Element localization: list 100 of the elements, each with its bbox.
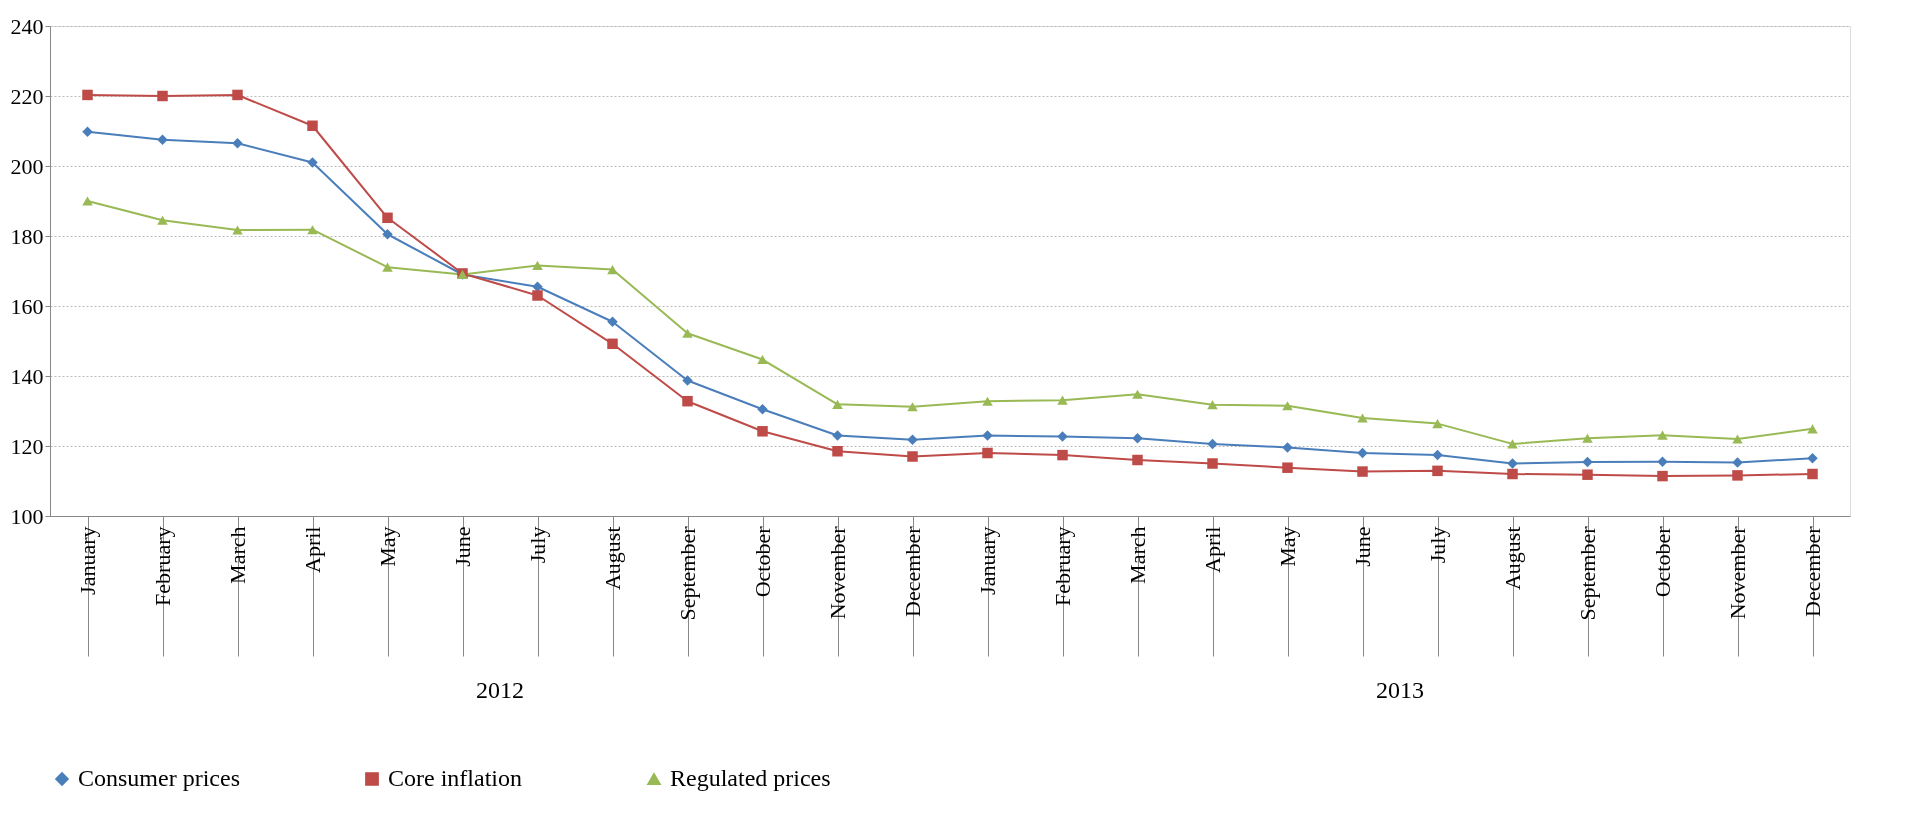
point (1057, 431, 1068, 442)
y-tick-label: 120 (10, 433, 44, 459)
point (1732, 457, 1743, 468)
point (1207, 438, 1218, 450)
point (682, 395, 693, 407)
x-tick-label: October (750, 525, 775, 598)
point (382, 229, 393, 240)
x-tick-label: June (450, 526, 475, 567)
point (757, 404, 768, 415)
point (607, 338, 618, 350)
point (1732, 434, 1743, 444)
point (907, 402, 918, 412)
point (232, 138, 243, 149)
x-tick-label: November (1725, 525, 1750, 620)
point (1282, 401, 1293, 411)
point (382, 212, 393, 224)
point (1657, 430, 1668, 440)
point (1357, 447, 1368, 459)
point (157, 134, 168, 145)
x-tick-label: September (1575, 525, 1600, 621)
point (832, 446, 843, 457)
x-tick-label: December (1800, 525, 1825, 617)
point (82, 89, 93, 101)
point (757, 355, 768, 365)
x-tick-label: April (300, 526, 325, 573)
point (1807, 453, 1818, 464)
point (1132, 454, 1143, 466)
point (907, 451, 918, 462)
point (532, 260, 543, 270)
x-tick-label: July (525, 526, 550, 564)
x-tick-label: May (375, 526, 400, 567)
x-tick-label: August (1500, 526, 1525, 591)
x-tick-label: January (975, 526, 1000, 595)
point (1432, 419, 1443, 429)
x-tick-label: December (900, 525, 925, 617)
point (1057, 449, 1068, 461)
point (1357, 466, 1368, 477)
text: 2012 (476, 677, 524, 703)
point (682, 375, 693, 386)
x-tick-label: January (75, 526, 100, 595)
x-tick-label: July (1425, 526, 1450, 564)
point (1657, 470, 1668, 482)
legend-label: Core inflation (388, 765, 522, 791)
text: 2013 (1376, 677, 1424, 703)
point (1132, 389, 1143, 399)
point (532, 290, 543, 301)
point (832, 399, 843, 409)
x-tick-label: October (1650, 525, 1675, 598)
point (1432, 449, 1443, 461)
point (307, 157, 318, 168)
x-tick-label: February (150, 526, 175, 606)
point (1357, 413, 1368, 423)
point (757, 426, 768, 437)
point (607, 265, 618, 275)
point (982, 447, 993, 459)
y-tick-label: 200 (10, 153, 44, 179)
point (607, 316, 618, 327)
point (82, 126, 93, 137)
point (1582, 433, 1593, 443)
y-tick-label: 140 (10, 363, 44, 389)
x-tick-label: May (1275, 526, 1300, 567)
x-tick-label: June (1350, 526, 1375, 567)
y-tick-label: 240 (10, 13, 44, 39)
point (307, 120, 318, 131)
point (1132, 433, 1143, 444)
point (1582, 456, 1593, 468)
point (1207, 458, 1218, 469)
point (232, 89, 243, 101)
point (382, 262, 393, 272)
point (1807, 424, 1818, 434)
x-tick-label: April (1200, 526, 1225, 573)
point (982, 396, 993, 406)
y-tick-label: 180 (10, 223, 44, 249)
point (1507, 468, 1518, 480)
point (157, 90, 168, 102)
y-tick-label: 100 (10, 503, 44, 529)
point (1282, 462, 1293, 473)
x-tick-label: March (225, 526, 250, 584)
point (307, 225, 318, 235)
point (1507, 458, 1518, 469)
point (232, 225, 243, 235)
x-tick-label: November (825, 525, 850, 620)
x-tick-label: February (1050, 526, 1075, 606)
point (907, 434, 918, 445)
x-tick-label: September (675, 525, 700, 621)
point (682, 328, 693, 338)
point (1057, 395, 1068, 405)
point (1582, 469, 1593, 480)
point (1207, 400, 1218, 410)
point (1657, 456, 1668, 467)
point (157, 215, 168, 225)
x-tick-label: August (600, 526, 625, 591)
point (1432, 465, 1443, 477)
legend-label: Regulated prices (670, 765, 831, 791)
legend-label: Consumer prices (78, 765, 240, 791)
point (832, 430, 843, 441)
point (1732, 470, 1743, 481)
point (82, 196, 93, 206)
x-tick-label: March (1125, 526, 1150, 584)
y-tick-label: 160 (10, 293, 44, 319)
